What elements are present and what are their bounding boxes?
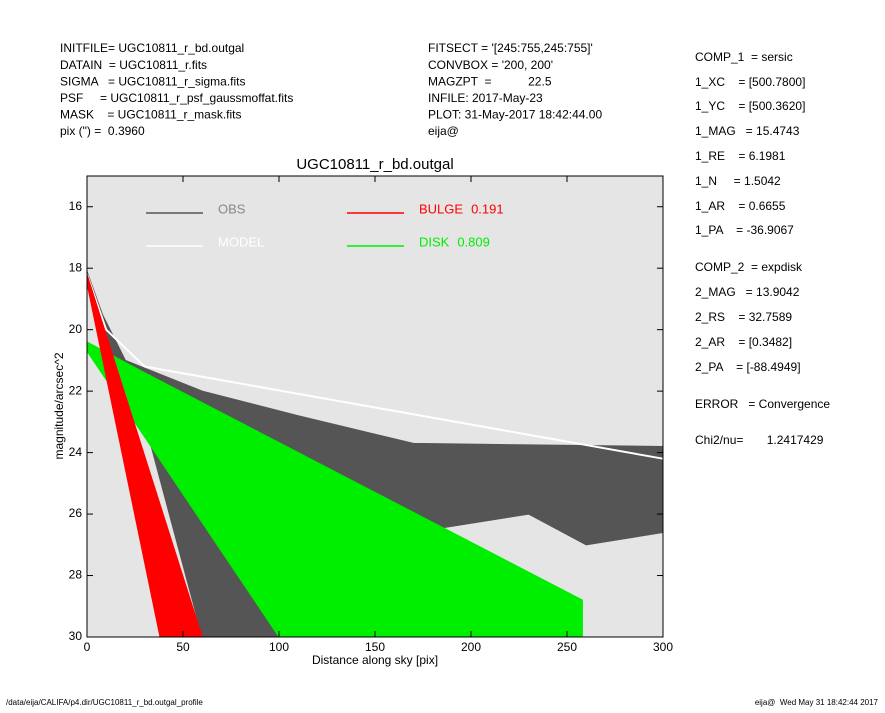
header-middle-line: eija@ xyxy=(428,124,459,138)
data-band xyxy=(86,273,664,460)
x-tick-label: 250 xyxy=(557,640,577,654)
y-tick-label: 18 xyxy=(69,260,83,274)
legend-label: BULGE xyxy=(419,201,463,216)
header-right-line: 1_AR = 0.6655 xyxy=(695,199,786,213)
header-middle-line: FITSECT = '[245:755,245:755]' xyxy=(428,41,593,55)
y-axis-label: magnitude/arcsec^2 xyxy=(52,352,66,459)
header-right-line: 2_RS = 32.7589 xyxy=(695,310,792,324)
header-middle-line: PLOT: 31-May-2017 18:42:44.00 xyxy=(428,108,602,122)
header-middle-line: INFILE: 2017-May-23 xyxy=(428,91,543,105)
x-axis-label: Distance along sky [pix] xyxy=(312,653,438,667)
legend-fraction: 0.809 xyxy=(457,234,490,249)
header-right-line: ERROR = Convergence xyxy=(695,397,830,411)
header-right-line: COMP_2 = expdisk xyxy=(695,260,803,274)
y-tick-label: 20 xyxy=(69,322,83,336)
x-tick-label: 150 xyxy=(365,640,385,654)
y-tick-label: 30 xyxy=(69,629,83,643)
x-tick-label: 100 xyxy=(269,640,289,654)
legend-label: OBS xyxy=(218,201,246,216)
header-left-line: MASK = UGC10811_r_mask.fits xyxy=(60,108,242,122)
header-right-line: 1_PA = -36.9067 xyxy=(695,223,794,237)
header-left-line: pix (") = 0.3960 xyxy=(60,124,145,138)
header-middle-line: CONVBOX = '200, 200' xyxy=(428,58,553,72)
chart-title: UGC10811_r_bd.outgal xyxy=(296,156,453,173)
x-tick-label: 200 xyxy=(461,640,481,654)
header-right-line: 1_N = 1.5042 xyxy=(695,174,781,188)
footer-right: eija@ Wed May 31 18:42:44 2017 xyxy=(755,698,879,707)
y-tick-label: 24 xyxy=(69,445,83,459)
y-tick-label: 22 xyxy=(69,383,83,397)
header-left-line: INITFILE= UGC10811_r_bd.outgal xyxy=(60,41,244,55)
y-tick-label: 28 xyxy=(69,568,83,582)
x-tick-label: 50 xyxy=(176,640,190,654)
header-right-line: 1_RE = 6.1981 xyxy=(695,149,786,163)
header-left-line: PSF = UGC10811_r_psf_gaussmoffat.fits xyxy=(60,91,293,105)
legend-label: MODEL xyxy=(218,234,264,249)
x-tick-label: 0 xyxy=(84,640,91,654)
header-left-line: SIGMA = UGC10811_r_sigma.fits xyxy=(60,74,246,88)
header-right-line: 2_AR = [0.3482] xyxy=(695,335,792,349)
y-tick-label: 26 xyxy=(69,506,83,520)
header-right-line: 2_MAG = 13.9042 xyxy=(695,285,800,299)
header-right-line: COMP_1 = sersic xyxy=(695,50,793,64)
header-right-line: 1_XC = [500.7800] xyxy=(695,75,805,89)
header-right-line: 1_MAG = 15.4743 xyxy=(695,124,800,138)
legend-fraction: 0.191 xyxy=(471,201,504,216)
footer-left: /data/eija/CALIFA/p4.dir/UGC10811_r_bd.o… xyxy=(6,698,203,707)
header-right-line: 1_YC = [500.3620] xyxy=(695,99,805,113)
header-right-line: 2_PA = [-88.4949] xyxy=(695,360,801,374)
x-tick-label: 300 xyxy=(653,640,673,654)
header-left-line: DATAIN = UGC10811_r.fits xyxy=(60,58,207,72)
legend-label: DISK xyxy=(419,234,450,249)
y-tick-label: 16 xyxy=(69,199,83,213)
header-middle-line: MAGZPT = 22.5 xyxy=(428,74,552,88)
header-right-line: Chi2/nu= 1.2417429 xyxy=(695,433,824,447)
